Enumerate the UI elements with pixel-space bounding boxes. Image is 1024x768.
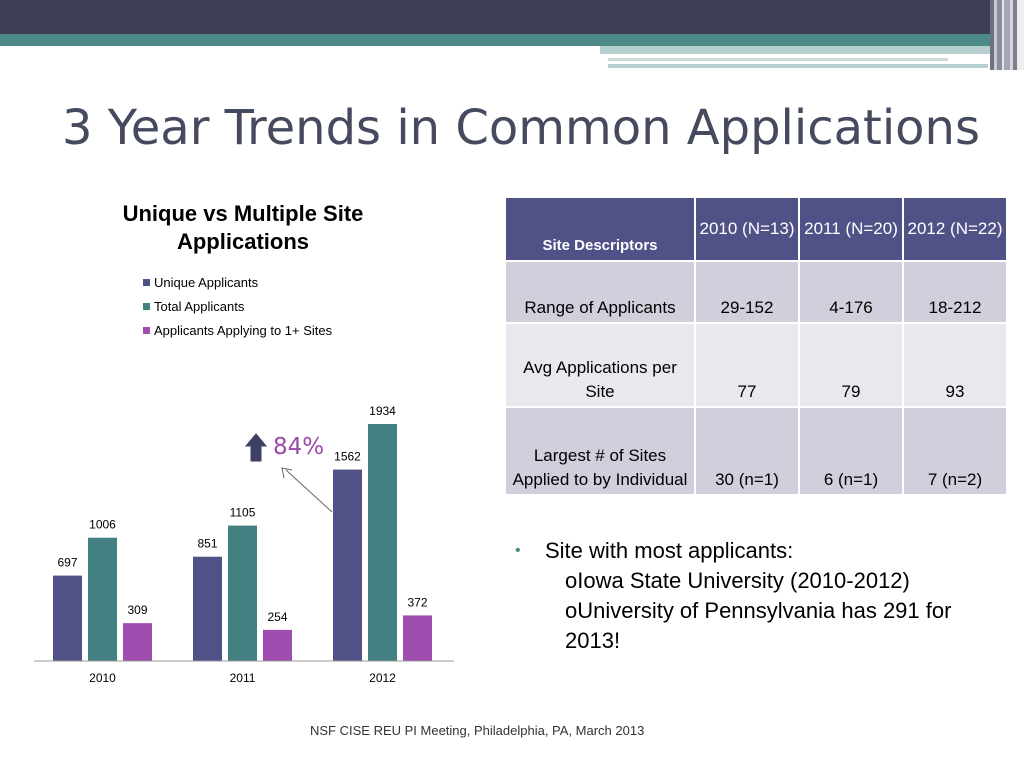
table-cell: Largest # of Sites Applied to by Individ…: [504, 406, 696, 496]
x-tick-label: 2011: [230, 671, 256, 685]
header-teal-band: [0, 34, 990, 46]
bar: [403, 615, 432, 661]
legend-swatch: [143, 326, 150, 334]
sub-bullet-text: Iowa State University (2010-2012): [577, 568, 910, 593]
bullet-dot-icon: •: [515, 542, 521, 559]
bar: [333, 469, 362, 661]
bar: [53, 575, 82, 661]
table-cell: 77: [694, 322, 800, 408]
data-label: 1006: [89, 518, 116, 532]
bar: [123, 623, 152, 661]
legend-label: Unique Applicants: [154, 274, 259, 290]
up-arrow-icon: [244, 433, 268, 462]
data-label: 1105: [230, 506, 256, 520]
data-label: 372: [407, 595, 427, 609]
table-cell: 79: [798, 322, 904, 408]
table-header-cell: 2012 (N=22): [902, 196, 1008, 262]
chart-bars: 697 1006 309 2010 851 1105 254 2011 1562 1934 372 2…: [53, 404, 432, 685]
sub-bullet-item: oIowa State University (2010-2012): [565, 568, 910, 593]
sub-bullet-text: University of Pennsylvania has 291 for 2…: [565, 598, 952, 653]
data-label: 851: [197, 537, 217, 551]
table-cell: 93: [902, 322, 1008, 408]
bullet-item: • Site with most applicants:: [515, 536, 1005, 566]
legend-item: Applicants Applying to 1+ Sites: [143, 318, 332, 342]
table-cell: 18-212: [902, 260, 1008, 324]
bar: [88, 537, 117, 661]
annotation-arrow: [285, 469, 333, 513]
table-cell: 4-176: [798, 260, 904, 324]
bar: [228, 525, 257, 661]
header-thin-line: [608, 58, 948, 61]
header-thin-line-2: [608, 64, 988, 68]
table-header-cell: Site Descriptors: [504, 196, 696, 262]
data-label: 309: [127, 603, 147, 617]
annotation-arrowhead: [281, 467, 293, 479]
bullet-list: • Site with most applicants: oIowa State…: [515, 536, 1005, 656]
header-bar: [0, 0, 1024, 34]
data-label: 254: [267, 610, 287, 624]
slide-title: 3 Year Trends in Common Applications: [62, 100, 980, 156]
table-header-cell: 2010 (N=13): [694, 196, 800, 262]
legend-swatch: [143, 278, 150, 286]
table-header-row: Site Descriptors 2010 (N=13) 2011 (N=20)…: [504, 196, 1008, 262]
data-label: 1934: [369, 404, 396, 418]
header-light-band: [600, 46, 990, 54]
table-header-cell: 2011 (N=20): [798, 196, 904, 262]
x-tick-label: 2010: [89, 671, 116, 685]
bar: [368, 424, 397, 661]
table-row: Avg Applications per Site 77 79 93: [504, 322, 1008, 408]
table-cell: Avg Applications per Site: [504, 322, 696, 408]
table-cell: 6 (n=1): [798, 406, 904, 496]
table-row: Largest # of Sites Applied to by Individ…: [504, 406, 1008, 496]
bar: [263, 629, 292, 661]
legend-item: Unique Applicants: [143, 270, 332, 294]
slide-footer: NSF CISE REU PI Meeting, Philadelphia, P…: [310, 723, 645, 738]
legend-item: Total Applicants: [143, 294, 332, 318]
legend-label: Applicants Applying to 1+ Sites: [154, 322, 333, 338]
x-tick-label: 2012: [369, 671, 396, 685]
data-label: 1562: [334, 450, 361, 464]
header-stripes: [990, 0, 1024, 70]
site-descriptors-table: Site Descriptors 2010 (N=13) 2011 (N=20)…: [504, 196, 1008, 496]
table-row: Range of Applicants 29-152 4-176 18-212: [504, 260, 1008, 324]
growth-annotation: 84%: [273, 434, 325, 460]
sub-bullet-item: oUniversity of Pennsylvania has 291 for …: [565, 598, 952, 653]
table-cell: 30 (n=1): [694, 406, 800, 496]
bar: [193, 556, 222, 661]
table-cell: Range of Applicants: [504, 260, 696, 324]
chart-legend: Unique Applicants Total Applicants Appli…: [143, 270, 332, 342]
table-cell: 7 (n=2): [902, 406, 1008, 496]
legend-swatch: [143, 302, 150, 310]
chart-title: Unique vs Multiple Site Applications: [122, 201, 364, 254]
legend-label: Total Applicants: [154, 298, 245, 314]
bullet-text: Site with most applicants:: [545, 538, 794, 563]
data-label: 697: [57, 556, 77, 570]
table-cell: 29-152: [694, 260, 800, 324]
